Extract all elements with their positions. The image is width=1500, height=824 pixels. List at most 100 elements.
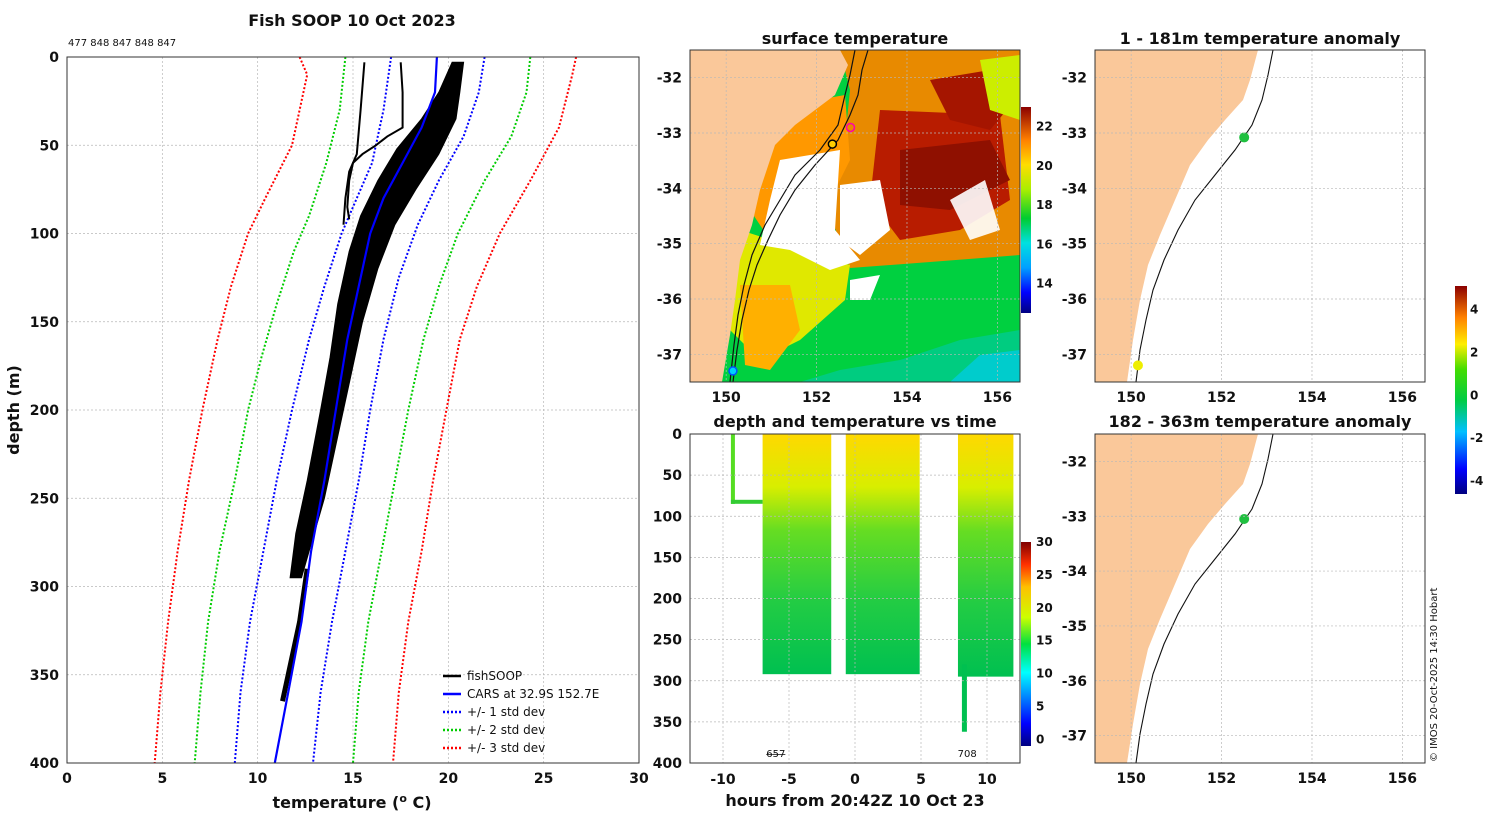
sst-xtick: 152 [802,390,831,406]
cloud-mask-4 [850,275,880,300]
deep-xtick: 154 [1297,771,1326,787]
profile-xtick: 10 [248,771,268,787]
shallow-anomaly-points [1132,132,1250,371]
cloud-mask-3 [950,180,1000,240]
shallow-anomaly-point [1132,360,1143,371]
deep-anomaly-frame [1094,433,1426,764]
section-ytick: 0 [672,427,682,443]
sd3-right-line [392,56,578,764]
fishsoop-cast [346,62,404,220]
profile-ytick: 400 [30,756,59,772]
sst-xtick: 150 [712,390,741,406]
deep-anomaly-isobath [1135,434,1274,763]
std-dev-lines [153,56,578,764]
section-ytick: 250 [653,633,682,649]
section-ytick: 50 [663,468,683,484]
section-colorbar-tick: 5 [1036,700,1044,714]
sst-200m-isobath [729,50,856,382]
section-annotation: 708 [958,749,977,760]
profile-frame [66,56,640,764]
profile-ytick: 100 [30,227,59,243]
profile-legend: fishSOOP CARS at 32.9S 152.7E +/- 1 std de… [443,669,599,755]
shallow-anomaly-frame [1094,49,1426,383]
anomaly-colorbar [1455,286,1467,494]
time-section-xlabel: hours from 20:42Z 10 Oct 23 [725,791,984,810]
legend-label-sd1: +/- 1 std dev [467,705,545,719]
profile-subtitle: 477 848 847 848 847 [68,38,176,49]
sst-ytick: -36 [657,292,682,308]
section-xtick: -10 [710,772,736,788]
shallow-anomaly-grid [1095,50,1425,382]
section-colorbar-tick: 10 [1036,667,1053,681]
section-ytick: 200 [653,592,682,608]
sst-northeast-patch [980,55,1020,120]
profile-xlabel: temperature (o C) [272,792,431,812]
sd2-left-line [193,56,347,764]
sst-ytick: -32 [657,71,682,87]
shallow-anomaly-title: 1 - 181m temperature anomaly [1120,29,1401,48]
shallow-xtick: 156 [1388,390,1417,406]
profile-xtick: 15 [343,771,362,787]
section-profile-block [845,434,920,675]
section-ytick: 400 [653,756,682,772]
deep-ytick: -35 [1062,619,1087,635]
sst-ytick: -35 [657,237,682,253]
sst-ytick: -37 [657,347,682,363]
sst-xtick: 154 [892,390,921,406]
section-colorbar-tick: 30 [1036,535,1053,549]
sd1-right-line [312,56,486,764]
profile-xtick: 20 [439,771,459,787]
deep-anomaly-point [1239,513,1250,524]
sst-station-markers [728,122,856,376]
sst-map-body [690,50,1020,382]
shallow-xtick: 154 [1297,390,1326,406]
fishsoop-cast [342,62,366,225]
section-colorbar-tick: 25 [1036,568,1053,582]
sst-map-title: surface temperature [762,29,949,48]
shallow-ytick: -35 [1062,237,1087,253]
profile-xtick: 25 [534,771,553,787]
sst-xtick: 156 [983,390,1012,406]
cloud-mask-1 [760,150,860,270]
profile-ytick: 300 [30,580,59,596]
cars-climatology-line [273,56,438,764]
sst-station-marker [827,139,838,149]
section-early-link [730,499,763,504]
anomaly-colorbar-tick: 4 [1470,303,1478,317]
shallow-anomaly-isobath [1135,50,1274,382]
section-ytick: 150 [653,550,682,566]
time-section-frame [689,433,1021,764]
section-profile-block [762,434,832,675]
anomaly-colorbar-ticks: 4 2 0 -2 -4 [1470,303,1483,489]
sst-south-cyan [950,350,1020,382]
section-ytick: 100 [653,509,682,525]
section-ytick: 300 [653,674,682,690]
deep-anomaly-panel: 182 - 363m temperature anomaly 150 152 154… [1062,412,1426,787]
profile-ytick: 250 [30,491,59,507]
section-colorbar-tick: 15 [1036,634,1053,648]
sst-station-marker [845,122,856,133]
deep-ytick: -32 [1062,454,1087,470]
section-ytick: 350 [653,715,682,731]
anomaly-colorbar-tick: -2 [1470,431,1483,445]
shallow-anomaly-point [1239,132,1250,143]
deep-xtick: 150 [1117,771,1146,787]
profile-ytick: 200 [30,403,59,419]
fishsoop-band [289,61,465,579]
section-xtick: -5 [781,772,797,788]
shallow-ytick: -34 [1062,181,1088,197]
time-section-colorbar-ticks: 0 5 10 15 20 25 30 [1036,535,1053,746]
profile-panel: Fish SOOP 10 Oct 2023 477 848 847 848 84… [4,11,649,812]
anomaly-colorbar-tick: 0 [1470,388,1478,402]
deep-anomaly-ticks: 150 152 154 156 -32 -33 -34 -35 -36 -37 [1062,454,1417,787]
sst-colorbar-tick: 20 [1036,159,1053,173]
profile-ytick: 350 [30,668,59,684]
section-xtick: 5 [916,772,926,788]
deep-ytick: -37 [1062,729,1087,745]
shallow-ytick: -33 [1062,126,1087,142]
sst-map-ticks: 150 152 154 156 -32 -33 -34 -35 -36 -37 [657,71,1012,406]
time-section-annotations: 6̶5̶7̶ 708 [766,749,977,760]
sst-land [690,50,848,382]
shallow-ytick: -37 [1062,347,1087,363]
